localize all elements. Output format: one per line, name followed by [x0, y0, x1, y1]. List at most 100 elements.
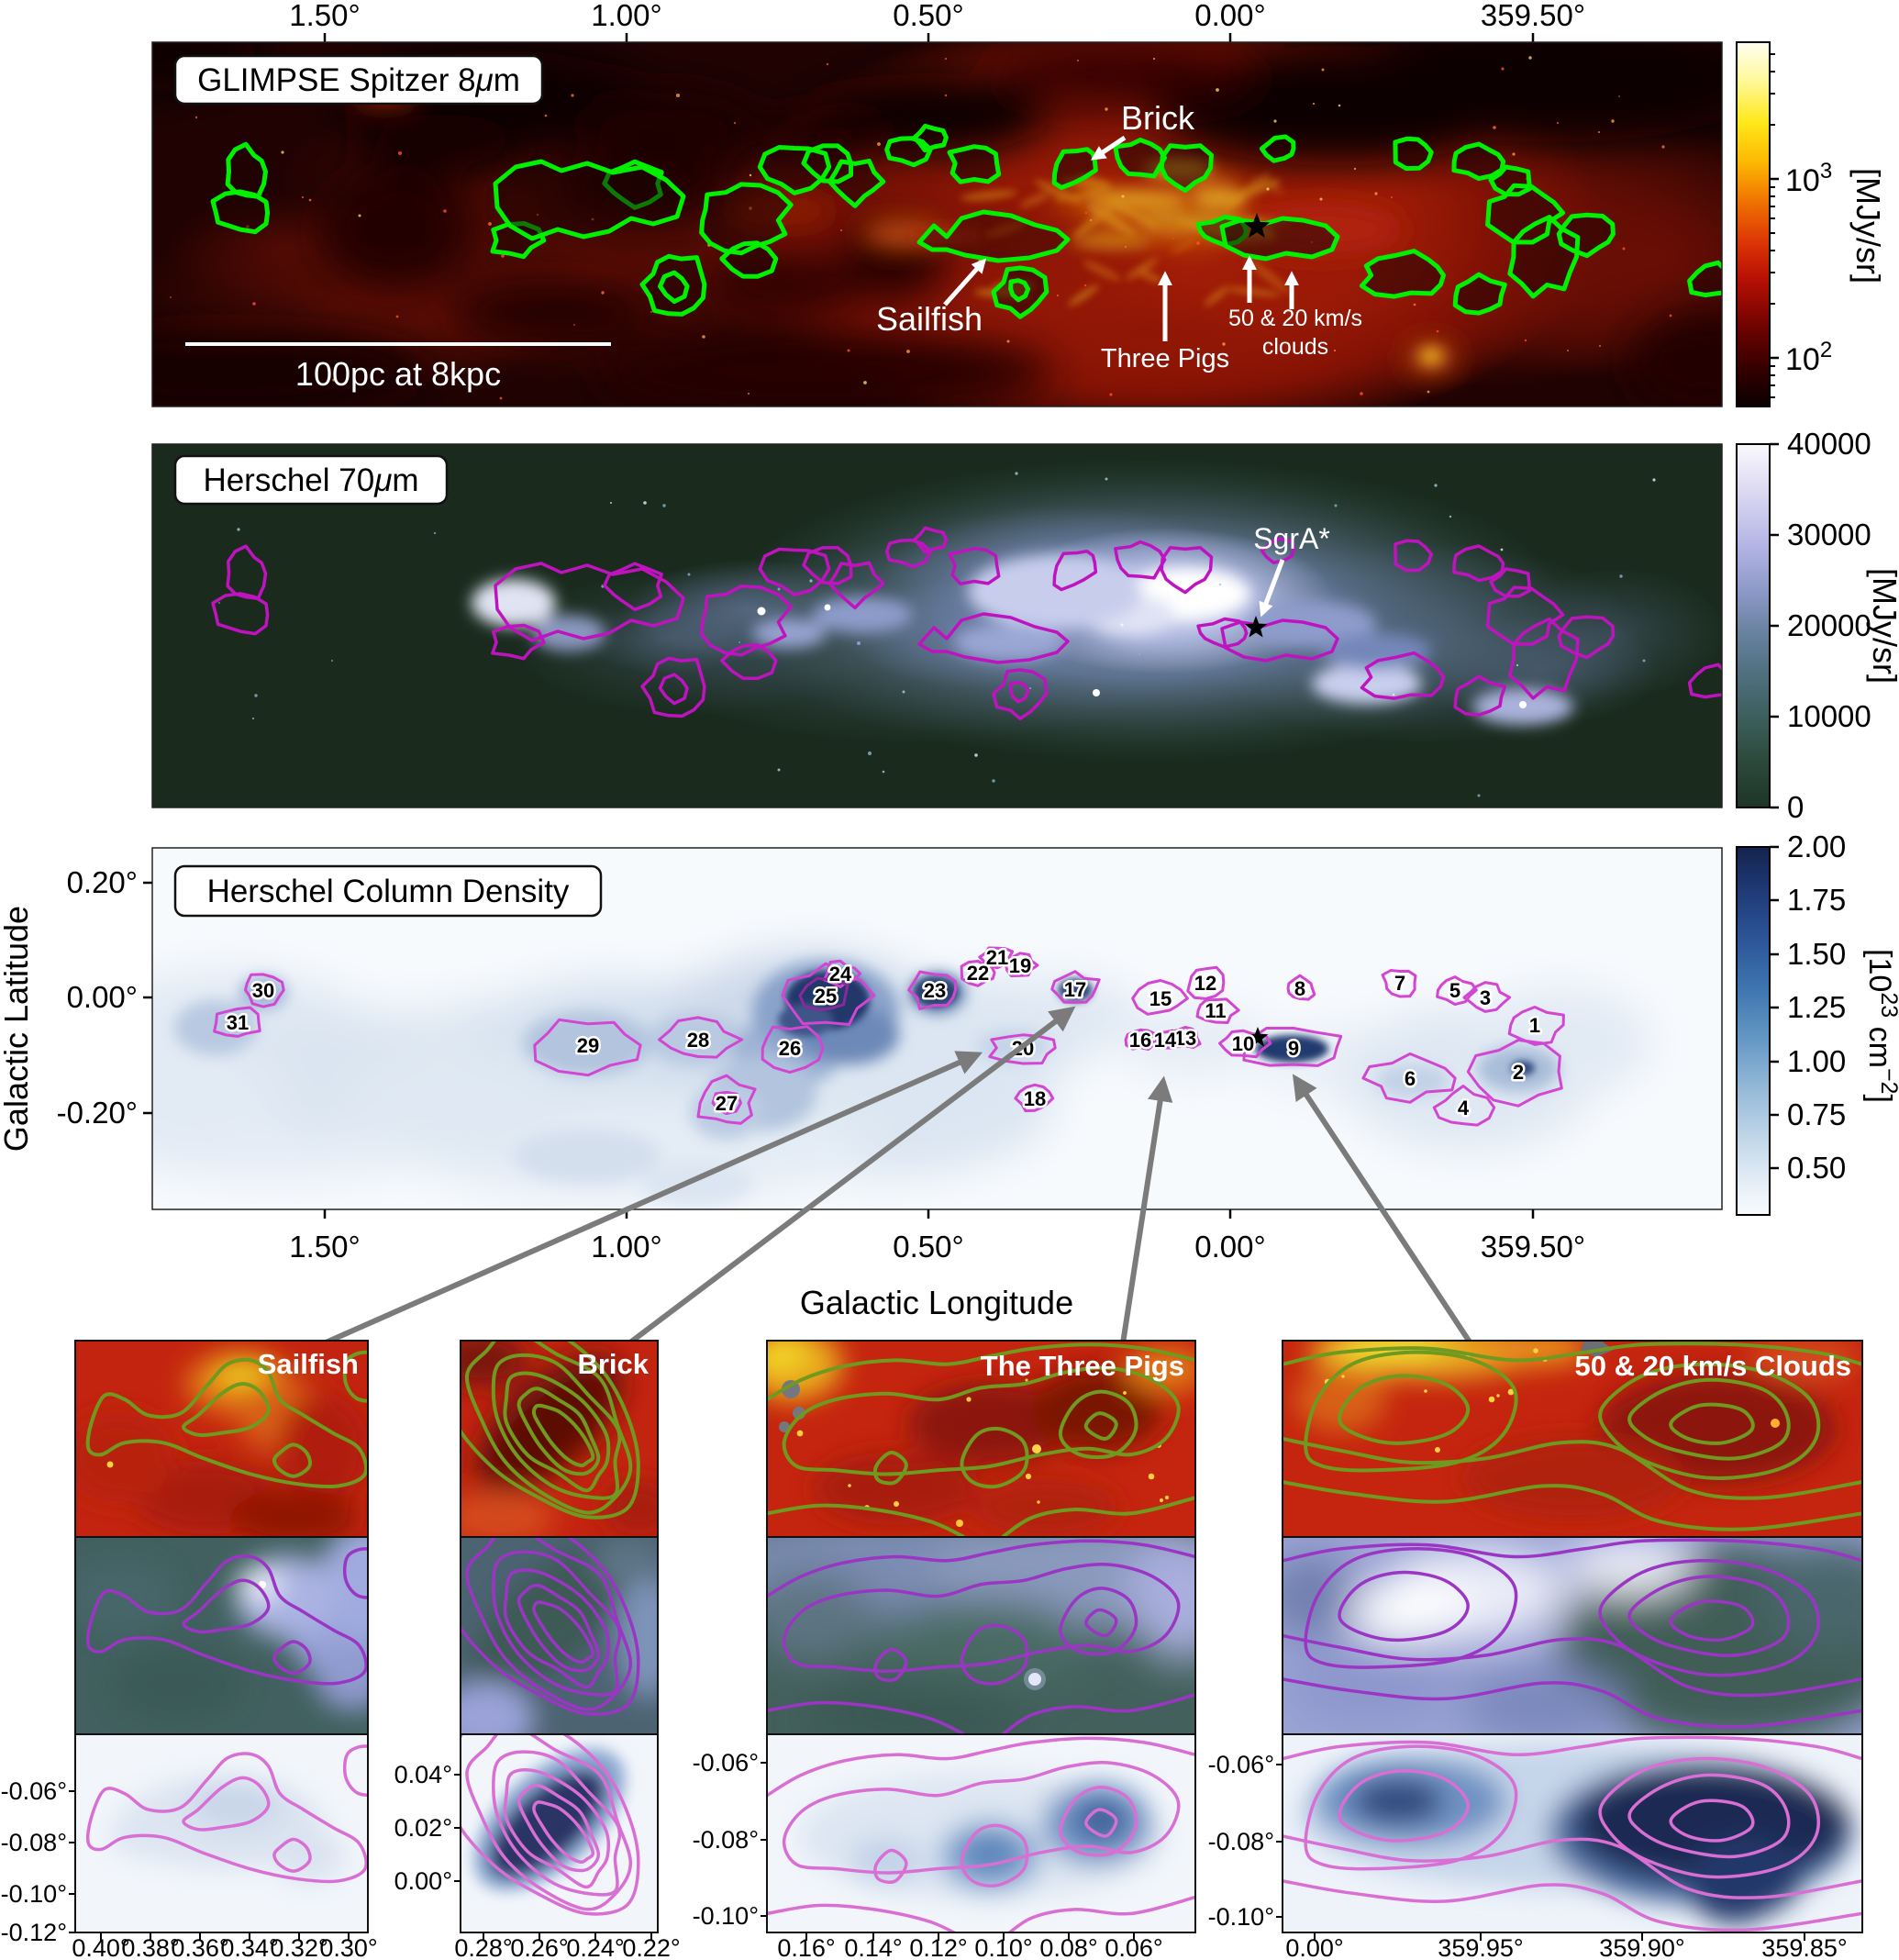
- svg-text:1.50°: 1.50°: [289, 1230, 360, 1264]
- svg-text:0: 0: [1787, 790, 1804, 824]
- svg-text:100pc at 8kpc: 100pc at 8kpc: [295, 355, 501, 393]
- svg-text:0.40°: 0.40°: [72, 1934, 129, 1960]
- svg-text:SgrA*: SgrA*: [1253, 522, 1330, 555]
- svg-text:-0.10°: -0.10°: [693, 1902, 759, 1930]
- svg-text:4: 4: [1458, 1097, 1470, 1119]
- svg-text:1.00°: 1.00°: [591, 0, 661, 32]
- svg-text:16: 16: [1129, 1029, 1151, 1052]
- svg-text:12: 12: [1194, 972, 1216, 995]
- svg-text:6: 6: [1405, 1067, 1416, 1090]
- svg-text:-0.06°: -0.06°: [693, 1749, 759, 1776]
- svg-text:18: 18: [1024, 1087, 1046, 1110]
- svg-text:0.00°: 0.00°: [1194, 1230, 1265, 1264]
- svg-text:359.85°: 359.85°: [1761, 1934, 1847, 1960]
- svg-text:0.00°: 0.00°: [1194, 0, 1265, 32]
- svg-text:7: 7: [1394, 972, 1405, 995]
- svg-text:3: 3: [1480, 986, 1491, 1009]
- svg-text:1.75: 1.75: [1787, 883, 1846, 917]
- svg-text:22: 22: [967, 962, 989, 985]
- svg-text:1.50°: 1.50°: [289, 0, 360, 32]
- svg-text:Herschel Column Density: Herschel Column Density: [207, 874, 570, 909]
- svg-text:Sailfish: Sailfish: [258, 1348, 359, 1380]
- svg-text:0.24°: 0.24°: [566, 1934, 624, 1960]
- svg-text:Galactic Latitude: Galactic Latitude: [0, 906, 35, 1152]
- svg-text:30000: 30000: [1787, 518, 1871, 551]
- svg-text:Brick: Brick: [1121, 99, 1195, 137]
- svg-text:0.28°: 0.28°: [454, 1934, 512, 1960]
- svg-text:-0.10°: -0.10°: [1208, 1903, 1274, 1931]
- svg-text:0.50: 0.50: [1787, 1151, 1846, 1185]
- svg-text:28: 28: [687, 1029, 709, 1052]
- svg-text:359.95°: 359.95°: [1438, 1934, 1523, 1960]
- svg-text:11: 11: [1205, 999, 1226, 1022]
- svg-text:21: 21: [986, 946, 1008, 969]
- svg-text:-0.08°: -0.08°: [693, 1826, 759, 1854]
- svg-text:0.10°: 0.10°: [974, 1934, 1032, 1960]
- svg-text:40000: 40000: [1787, 427, 1871, 461]
- svg-text:1.00: 1.00: [1787, 1044, 1846, 1078]
- svg-text:23: 23: [924, 979, 946, 1002]
- svg-text:Herschel 70μm: Herschel 70μm: [203, 462, 418, 498]
- svg-text:50 & 20 km/s Clouds: 50 & 20 km/s Clouds: [1574, 1350, 1851, 1382]
- svg-text:14: 14: [1154, 1029, 1177, 1052]
- svg-text:Galactic Longitude: Galactic Longitude: [800, 1284, 1073, 1321]
- svg-text:GLIMPSE Spitzer 8μm: GLIMPSE Spitzer 8μm: [197, 62, 520, 98]
- svg-text:0.75: 0.75: [1787, 1097, 1846, 1131]
- svg-text:Three Pigs: Three Pigs: [1101, 344, 1229, 373]
- svg-text:-0.08°: -0.08°: [1208, 1828, 1274, 1855]
- svg-text:1.25: 1.25: [1787, 990, 1846, 1024]
- svg-text:0.50°: 0.50°: [893, 1230, 963, 1264]
- svg-text:0.30°: 0.30°: [319, 1934, 377, 1960]
- svg-text:2.00: 2.00: [1787, 830, 1846, 863]
- svg-text:359.90°: 359.90°: [1599, 1934, 1684, 1960]
- svg-text:9: 9: [1288, 1037, 1299, 1060]
- svg-text:1.00°: 1.00°: [591, 1230, 661, 1264]
- svg-text:-0.06°: -0.06°: [1, 1777, 67, 1805]
- svg-text:359.50°: 359.50°: [1481, 0, 1585, 32]
- svg-text:359.50°: 359.50°: [1481, 1230, 1585, 1264]
- svg-text:0.22°: 0.22°: [622, 1934, 680, 1960]
- svg-text:Brick: Brick: [577, 1348, 649, 1380]
- svg-text:5: 5: [1449, 979, 1460, 1002]
- svg-text:10000: 10000: [1787, 699, 1871, 733]
- svg-text:31: 31: [227, 1011, 249, 1034]
- svg-text:0.04°: 0.04°: [394, 1761, 452, 1788]
- svg-text:30: 30: [252, 979, 274, 1002]
- svg-text:50 & 20 km/s: 50 & 20 km/s: [1228, 306, 1362, 331]
- svg-text:0.12°: 0.12°: [909, 1934, 967, 1960]
- svg-text:0.50°: 0.50°: [893, 0, 963, 32]
- svg-text:24: 24: [829, 963, 852, 986]
- svg-text:-0.12°: -0.12°: [1, 1919, 67, 1946]
- svg-text:2: 2: [1513, 1061, 1524, 1084]
- svg-text:0.38°: 0.38°: [121, 1934, 179, 1960]
- svg-text:0.08°: 0.08°: [1039, 1934, 1097, 1960]
- svg-text:-0.06°: -0.06°: [1208, 1751, 1274, 1778]
- svg-text:-0.20°: -0.20°: [57, 1096, 138, 1130]
- svg-text:8: 8: [1294, 977, 1305, 1000]
- svg-text:0.02°: 0.02°: [394, 1814, 452, 1842]
- svg-text:The Three Pigs: The Three Pigs: [981, 1350, 1184, 1382]
- svg-text:-0.08°: -0.08°: [1, 1829, 67, 1856]
- svg-text:0.32°: 0.32°: [270, 1934, 328, 1960]
- svg-text:20000: 20000: [1787, 608, 1871, 642]
- svg-text:0.00°: 0.00°: [1285, 1934, 1343, 1960]
- svg-text:19: 19: [1009, 954, 1031, 977]
- svg-text:1.50: 1.50: [1787, 937, 1846, 971]
- svg-text:0.16°: 0.16°: [777, 1934, 835, 1960]
- svg-text:0.00°: 0.00°: [67, 980, 138, 1014]
- svg-text:15: 15: [1149, 987, 1172, 1010]
- svg-text:17: 17: [1064, 978, 1086, 1001]
- svg-text:0.00°: 0.00°: [394, 1867, 452, 1895]
- svg-text:0.34°: 0.34°: [220, 1934, 278, 1960]
- svg-text:0.36°: 0.36°: [171, 1934, 228, 1960]
- svg-text:0.26°: 0.26°: [510, 1934, 568, 1960]
- svg-text:25: 25: [815, 985, 837, 1008]
- svg-text:[MJy/sr]: [MJy/sr]: [1866, 568, 1899, 684]
- svg-text:clouds: clouds: [1262, 334, 1328, 360]
- svg-text:0.06°: 0.06°: [1105, 1934, 1162, 1960]
- svg-text:0.14°: 0.14°: [844, 1934, 902, 1960]
- svg-text:0.20°: 0.20°: [67, 865, 138, 899]
- svg-text:13: 13: [1174, 1027, 1196, 1050]
- svg-text:10: 10: [1232, 1032, 1254, 1055]
- svg-text:-0.10°: -0.10°: [1, 1880, 67, 1908]
